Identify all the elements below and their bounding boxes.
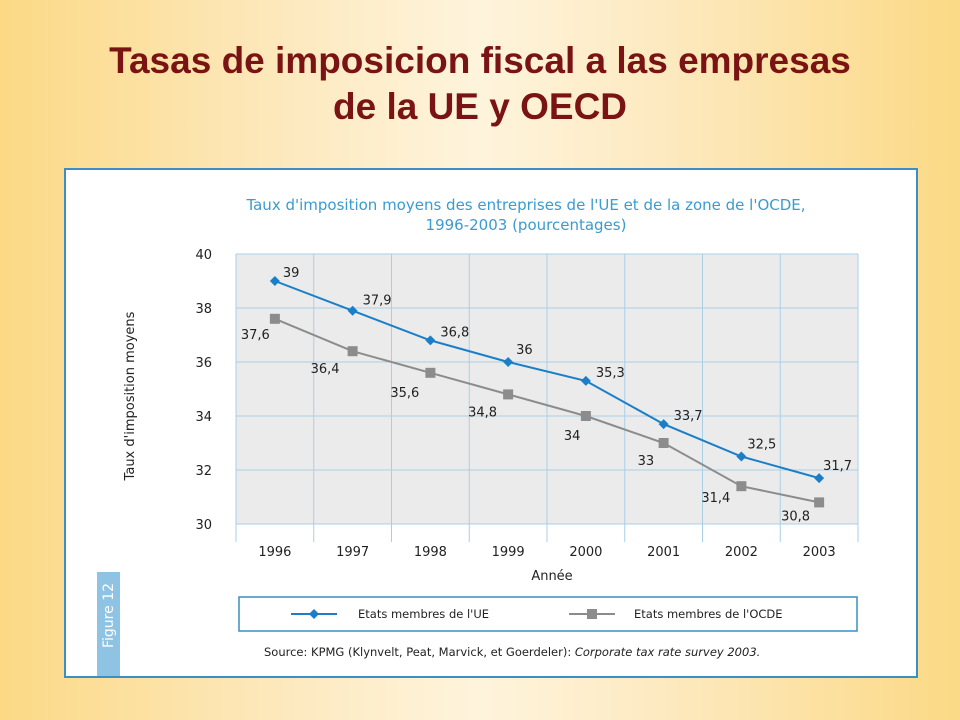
- legend-label: Etats membres de l'UE: [358, 607, 489, 621]
- series-2: [269, 313, 825, 508]
- chart: Taux d'imposition moyens des entreprises…: [97, 196, 859, 676]
- data-point: [658, 438, 669, 448]
- x-tick-label: 2001: [647, 545, 680, 560]
- y-axis-ticks: 30 32 34 36 38 40: [195, 248, 212, 533]
- series-line: [274, 280, 820, 480]
- y-tick-label: 32: [195, 464, 212, 479]
- legend: Etats membres de l'UE Etats membres de l'…: [238, 596, 858, 632]
- x-axis-label: Année: [531, 569, 572, 584]
- figure-tab-label: Figure 12: [101, 583, 117, 648]
- legend-item-1: Etats membres de l'UE: [291, 607, 489, 621]
- chart-frame: Taux d'imposition moyens des entreprises…: [64, 168, 918, 678]
- y-tick-label: 38: [195, 302, 212, 317]
- data-point: [580, 411, 591, 421]
- data-label: 39: [283, 266, 300, 281]
- legend-item-2: Etats membres de l'OCDE: [569, 607, 783, 621]
- data-labels: 39 37,9 36,8 36 35,3 33,7 32,5 31,7 37,6 36,4 35,6…: [241, 266, 852, 524]
- figure-tab-background: [97, 572, 120, 676]
- data-point: [347, 346, 358, 357]
- data-point: [269, 313, 280, 324]
- x-tick-label: 2002: [725, 545, 758, 560]
- data-point: [814, 473, 825, 484]
- data-point: [503, 389, 514, 400]
- series-1: [269, 276, 825, 484]
- data-label: 33,7: [674, 409, 703, 424]
- x-tick-label: 2000: [569, 545, 602, 560]
- x-tick-label: 1998: [414, 545, 447, 560]
- data-point: [814, 497, 825, 508]
- legend-box: [238, 596, 858, 632]
- series: [269, 276, 825, 508]
- source-text: Source: KPMG (Klynvelt, Peat, Marvick, e…: [264, 645, 575, 659]
- data-label: 36: [516, 343, 533, 358]
- x-tick-label: 1996: [258, 545, 291, 560]
- slide-title-line-1: Tasas de imposicion fiscal a las empresa…: [109, 40, 851, 81]
- series-line: [274, 317, 820, 504]
- legend-label: Etats membres de l'OCDE: [634, 607, 783, 621]
- data-label: 36,4: [311, 362, 340, 377]
- x-tick-label: 1997: [336, 545, 369, 560]
- x-axis-ticks: 1996 1997 1998 1999 2000 2001 2002 2003: [258, 545, 835, 560]
- data-label: 33: [638, 454, 655, 469]
- data-label: 37,6: [241, 328, 270, 343]
- data-point: [736, 451, 747, 462]
- y-axis-label: Taux d'imposition moyens: [123, 311, 138, 481]
- data-label: 36,8: [440, 325, 469, 340]
- source-italic-text: Corporate tax rate survey 2003.: [575, 645, 760, 659]
- slide-title: Tasas de imposicion fiscal a las empresa…: [0, 38, 960, 130]
- data-point: [658, 419, 669, 430]
- slide-title-line-2: de la UE y OECD: [332, 86, 628, 127]
- y-tick-label: 36: [195, 356, 212, 371]
- data-label: 34,8: [468, 405, 497, 420]
- y-tick-label: 34: [195, 410, 212, 425]
- chart-title-line-1: Taux d'imposition moyens des entreprises…: [245, 196, 805, 214]
- y-tick-label: 30: [195, 518, 212, 533]
- data-label: 31,4: [701, 491, 730, 506]
- data-point: [503, 357, 514, 367]
- data-point: [425, 335, 436, 346]
- y-tick-label: 40: [195, 248, 212, 263]
- data-label: 34: [564, 429, 581, 444]
- x-tick-label: 1999: [492, 545, 525, 560]
- data-point: [347, 305, 358, 316]
- x-tick-label: 2003: [803, 545, 836, 560]
- source-note: Source: KPMG (Klynvelt, Peat, Marvick, e…: [264, 645, 760, 659]
- data-label: 35,3: [596, 366, 625, 381]
- chart-title-line-2: 1996-2003 (pourcentages): [426, 216, 627, 234]
- data-label: 35,6: [390, 386, 419, 401]
- data-point: [580, 375, 591, 386]
- legend-marker: [309, 609, 319, 619]
- data-point: [425, 367, 436, 378]
- gridlines: [235, 253, 859, 542]
- data-label: 32,5: [747, 438, 776, 453]
- data-label: 37,9: [363, 294, 392, 309]
- data-label: 31,7: [823, 459, 852, 474]
- legend-marker: [587, 609, 597, 619]
- data-point: [269, 276, 280, 286]
- data-label: 30,8: [781, 509, 810, 524]
- figure-tab: Figure 12: [97, 572, 120, 676]
- data-point: [736, 481, 747, 492]
